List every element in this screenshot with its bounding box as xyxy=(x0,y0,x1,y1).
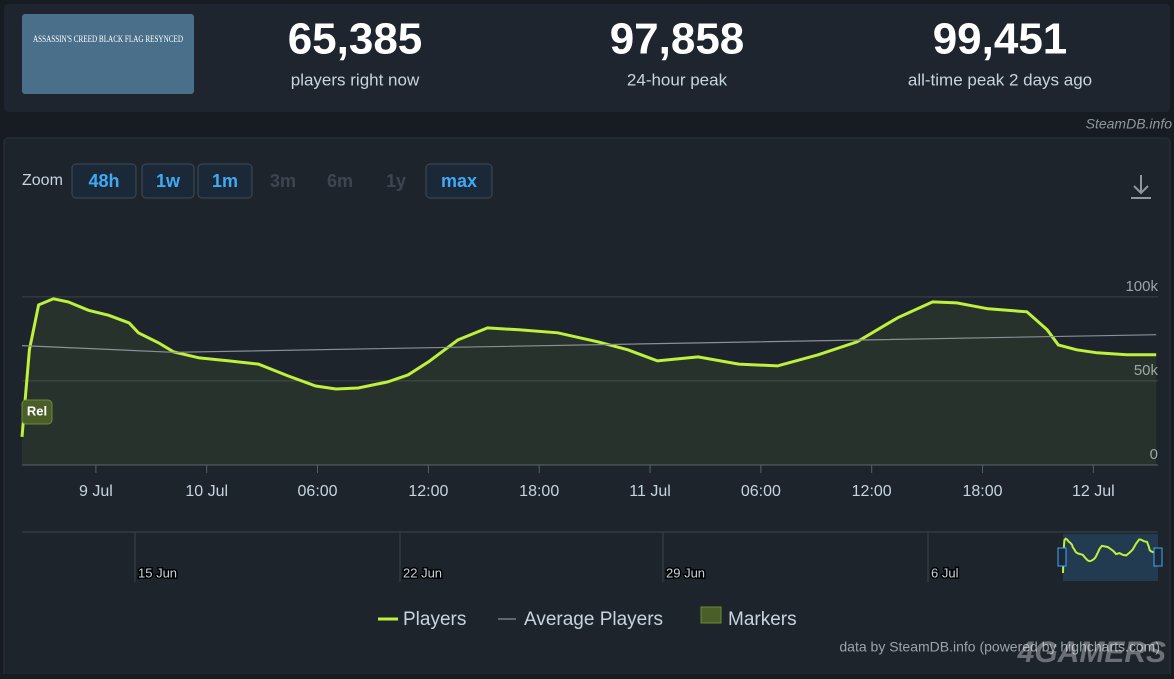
zoom-button-text[interactable]: 1w xyxy=(156,171,181,191)
x-tick-label: 18:00 xyxy=(962,483,1002,500)
legend-markers xyxy=(700,606,722,624)
zoom-button-text[interactable]: 1m xyxy=(212,171,238,191)
watermark: 4GAMERS xyxy=(1017,636,1166,669)
stat-value: 65,385 xyxy=(288,15,423,64)
navigator-label: 6 Jul xyxy=(931,565,959,580)
x-tick-label: 12 Jul xyxy=(1072,483,1115,500)
zoom-button[interactable] xyxy=(425,163,493,199)
y-tick-label: 100k xyxy=(1125,278,1158,295)
navigator-label: 15 Jun xyxy=(138,565,177,580)
zoom-label: Zoom xyxy=(22,172,63,189)
stat-value: 99,451 xyxy=(933,15,1068,64)
y-tick-label: 50k xyxy=(1134,362,1159,379)
zoom-button-text: 3m xyxy=(270,171,296,191)
x-tick-label: 12:00 xyxy=(408,483,448,500)
navigator-label: 29 Jun xyxy=(666,565,705,580)
legend-text[interactable]: Average Players xyxy=(524,609,663,630)
stat-value: 97,858 xyxy=(610,15,745,64)
players-line xyxy=(20,297,1157,438)
zoom-button-text[interactable]: 48h xyxy=(88,171,119,191)
navigator-line xyxy=(1062,537,1158,574)
x-tick-label: 11 Jul xyxy=(629,483,671,500)
legend-text[interactable]: Markers xyxy=(728,609,797,630)
navigator-label: 22 Jun xyxy=(403,565,442,580)
x-tick-label: 18:00 xyxy=(519,483,559,500)
zoom-button-text: 1y xyxy=(386,171,406,191)
stat-label: 24-hour peak xyxy=(627,70,728,89)
navigator-handle[interactable] xyxy=(1057,547,1067,567)
navigator-label: 22 Jun xyxy=(403,565,442,580)
marker-flag xyxy=(21,399,53,425)
zoom-button-text: 6m xyxy=(327,171,353,191)
zoom-button[interactable] xyxy=(197,163,253,199)
credits: data by SteamDB.info (powered by highcha… xyxy=(839,639,1160,655)
game-thumbnail xyxy=(22,14,194,94)
average-line xyxy=(21,334,1157,353)
x-tick-label: 12:00 xyxy=(852,483,892,500)
source: SteamDB.info xyxy=(1086,116,1173,132)
x-tick-label: 06:00 xyxy=(741,483,781,500)
stat-label: players right now xyxy=(291,70,420,89)
navigator-window xyxy=(1063,534,1158,581)
zoom-button-text[interactable]: max xyxy=(441,171,477,191)
navigator-label: 6 Jul xyxy=(931,565,959,580)
legend-text[interactable]: Players xyxy=(403,609,466,630)
thumbnail-text: ASSASSIN'S CREED BLACK FLAG RESYNCED xyxy=(33,34,183,44)
x-tick-label: 06:00 xyxy=(298,483,338,500)
zoom-button[interactable] xyxy=(71,163,137,199)
stat-label: all-time peak 2 days ago xyxy=(908,70,1092,89)
zoom-button[interactable] xyxy=(141,163,195,199)
navigator-handle[interactable] xyxy=(1153,547,1163,567)
stats-panel xyxy=(4,4,1170,112)
navigator-label: 29 Jun xyxy=(666,565,705,580)
navigator-label: 15 Jun xyxy=(138,565,177,580)
x-tick-label: 10 Jul xyxy=(185,483,228,500)
marker-text: Rel xyxy=(27,403,47,418)
y-tick-label: 0 xyxy=(1150,446,1158,463)
x-tick-label: 9 Jul xyxy=(79,483,113,500)
download-icon[interactable] xyxy=(1131,175,1151,199)
